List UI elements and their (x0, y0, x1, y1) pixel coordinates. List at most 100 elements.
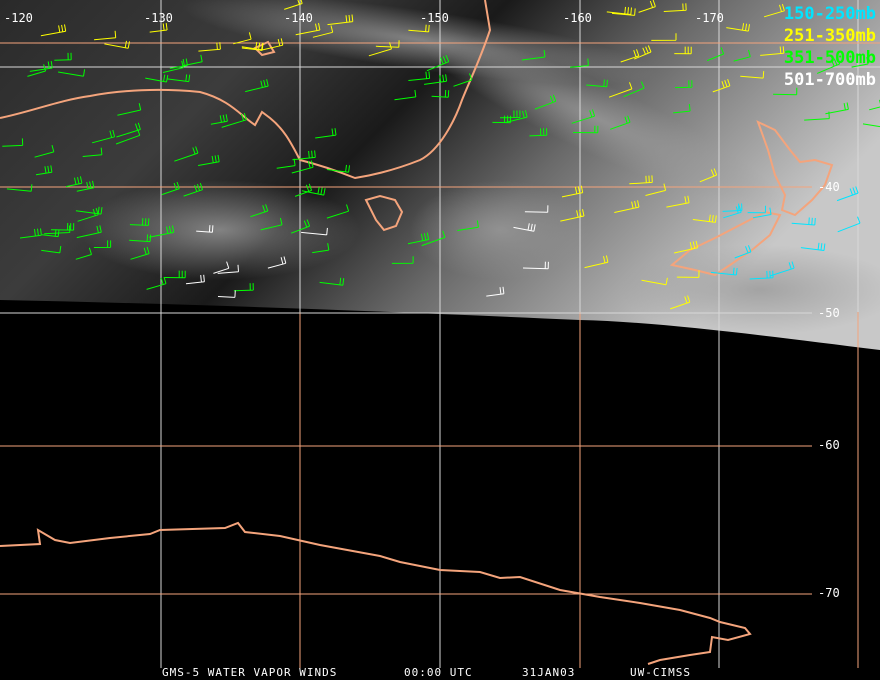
kangaroo-island (253, 40, 276, 57)
wind-barb (791, 217, 816, 226)
wind-barb (773, 87, 798, 96)
wind-barb (221, 112, 247, 128)
wind-barb (634, 45, 652, 60)
wind-barb (129, 218, 150, 226)
wind-barb (424, 74, 448, 85)
wind-barb (825, 102, 849, 115)
wind-barb (301, 227, 328, 236)
wind-barb (611, 8, 636, 16)
wind-barb (733, 49, 751, 62)
wind-barb (167, 74, 191, 83)
wind-barb (529, 128, 548, 137)
wind-barb (301, 187, 326, 196)
wind-barb (606, 6, 632, 15)
longitude-label: -130 (144, 11, 173, 25)
wind-barb (295, 23, 321, 36)
wind-barb (260, 217, 283, 231)
wind-barb (6, 184, 33, 192)
wind-barb (19, 228, 42, 239)
moisture-band (80, 180, 360, 280)
wind-barb (431, 89, 450, 98)
wind-barb (723, 205, 742, 219)
new-zealand-south-island (669, 210, 782, 277)
wind-barb (76, 180, 95, 192)
latitude-label: -70 (818, 586, 840, 600)
wind-barb (91, 129, 116, 144)
wind-barb (250, 204, 269, 218)
wind-barb (770, 261, 795, 277)
wind-barb (534, 94, 557, 110)
wind-barb (391, 256, 414, 264)
wind-barb (169, 58, 188, 69)
wind-barb (76, 225, 102, 239)
wind-barb (291, 160, 314, 174)
wind-barb (375, 40, 400, 48)
wind-barb (327, 14, 354, 26)
wind-barb (267, 256, 287, 269)
wind-barb (663, 3, 687, 12)
wind-barb (571, 109, 596, 124)
wind-barb (457, 220, 479, 231)
wind-barb (673, 240, 699, 254)
wind-barb (245, 79, 269, 93)
wind-barb (645, 183, 667, 196)
wind-barb (2, 138, 24, 147)
wind-barb (260, 38, 284, 51)
credit: UW-CIMSS (630, 666, 691, 679)
wind-barb (149, 23, 168, 33)
wind-barb (198, 154, 220, 166)
wind-barb (284, 0, 303, 10)
latitude-label: -50 (818, 306, 840, 320)
wind-barb (319, 277, 345, 286)
wind-barb (117, 103, 142, 116)
wind-barb (148, 225, 175, 238)
wind-barb (50, 222, 75, 231)
wind-barb (521, 50, 546, 61)
australia-coastline (0, 0, 492, 180)
wind-barb (524, 205, 549, 213)
wind-barb (586, 79, 608, 88)
wind-barb (164, 270, 186, 279)
wind-barb (641, 277, 668, 286)
product-name: GMS-5 WATER VAPOR WINDS (162, 666, 338, 679)
wind-barb (676, 270, 700, 278)
wind-barb (570, 58, 589, 68)
wind-barb (421, 230, 446, 247)
wind-barb (291, 219, 311, 234)
wind-barb (675, 80, 693, 89)
wind-barb (185, 274, 205, 285)
wind-barb (629, 175, 653, 185)
legend-251-350mb: 251-350mb (783, 26, 876, 46)
wind-barb (183, 182, 203, 197)
wind-barb (561, 185, 584, 198)
wind-barb (368, 42, 392, 57)
wind-barb (233, 32, 252, 45)
wind-barb (722, 203, 743, 212)
wind-barb (726, 23, 750, 32)
wind-barb (217, 264, 239, 274)
wind-barb (862, 123, 880, 128)
latitude-label: -60 (818, 438, 840, 452)
latitude-label: -40 (818, 180, 840, 194)
wind-barb (292, 150, 316, 161)
legend-501-700mb: 501-700mb (783, 70, 876, 90)
wind-barb (638, 0, 656, 13)
wind-barb (198, 42, 221, 52)
longitude-label: -120 (4, 11, 33, 25)
wind-barb (710, 267, 738, 276)
observation-date: 31JAN03 (522, 666, 576, 679)
wind-barb (75, 206, 103, 215)
wind-barb (54, 52, 72, 61)
coastlines (0, 0, 834, 665)
wind-barb (651, 33, 677, 41)
tasmania-coastline (364, 194, 404, 232)
wind-barb (513, 223, 536, 232)
wind-barb (620, 49, 640, 63)
wind-barb (851, 57, 869, 68)
wind-barb (707, 47, 725, 62)
longitude-label: -170 (695, 11, 724, 25)
wind-barb (217, 290, 236, 298)
wind-barb (233, 283, 254, 292)
wind-barb (800, 242, 826, 251)
